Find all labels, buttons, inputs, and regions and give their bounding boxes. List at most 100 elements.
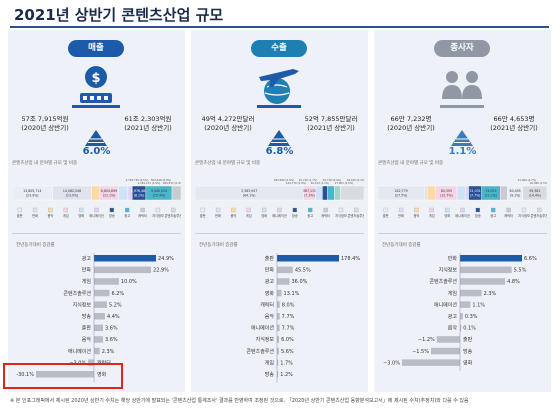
legend-label: 게임 [246, 213, 252, 218]
footnote: ※ 본 인포그래픽에서 제시된 2020년 상반기 수치는 해당 상반기에 발표… [10, 398, 469, 404]
workers-header: 종사자 [434, 40, 490, 57]
bar-category-label: 출판 [463, 336, 473, 343]
stack-segment-share: (11.1%) [103, 194, 116, 198]
bar-category-label: 애니메이션 [434, 301, 457, 308]
legend-label: 방송 [109, 213, 115, 218]
legend-label: 지식정보 [152, 213, 164, 218]
legend-label: 영화 [78, 213, 84, 218]
legend-label: 만화 [32, 213, 38, 218]
bar [460, 255, 522, 262]
bar [277, 336, 280, 343]
bar-value-label: −1.2% [418, 337, 435, 343]
stack-segment [171, 185, 181, 201]
bar-value-label: 10.0% [121, 279, 137, 285]
sales-panel: 매출 $ 57조 7,915억원 (2020년 상반기) 61조 2,303억원… [8, 30, 185, 392]
sales-header: 매출 [68, 40, 124, 57]
bar-value-label: 5.5% [514, 268, 527, 274]
stack-segment [424, 185, 428, 201]
legend-swatch [521, 207, 527, 213]
bar [277, 266, 293, 274]
legend-label: 지식정보 [335, 213, 347, 218]
stack-segment-value: 387,115 [303, 189, 316, 193]
bar-value-label: 6.2% [111, 291, 124, 297]
legend-swatch [398, 207, 404, 213]
bar-category-label: 애니메이션 [68, 348, 91, 355]
stack-callout: 2,748,739 (4.5%) [126, 178, 149, 182]
workers-chart-caption: 전년동기대비 증감률 [382, 243, 421, 248]
stack-segment-share: (7.7%) [470, 194, 481, 198]
bar [277, 278, 290, 285]
stack-segment-value: 84,393 [441, 189, 452, 193]
bar-category-label: 만화 [265, 267, 275, 274]
bar-value-label: 45.5% [295, 268, 311, 274]
legend-swatch [200, 207, 205, 213]
legend-label: 출판 [200, 213, 206, 218]
legend-label: 애니메이션 [272, 213, 287, 218]
legend-swatch [63, 207, 68, 213]
bar-value-label: 8.0% [282, 302, 295, 308]
bar-category-label: 영화 [97, 371, 107, 378]
workers-stacked-bar: 182,779(27.5%) 84,393(12.7%) 51,031(7.7%) 7… [378, 178, 547, 201]
workers-legend: 출판 만화 음악 게임 영화 애니메이션 방송 광고 캐릭터 지식정보 콘텐츠솔루션 [383, 207, 547, 218]
legend-swatch [109, 207, 115, 213]
legend-label: 만화 [398, 213, 404, 218]
bar-value-label: 1.2% [280, 372, 293, 378]
bar [94, 278, 119, 285]
stack-segment-value: 60,455 [510, 189, 521, 193]
bar [94, 289, 110, 297]
growth-triangle-icon [85, 130, 107, 146]
stack-segment [327, 185, 335, 201]
bar [94, 301, 107, 308]
exports-header: 수출 [251, 40, 307, 57]
legend-swatch [475, 207, 481, 213]
bar [402, 359, 460, 366]
workers-growth: 1.1% [448, 146, 477, 157]
stack-segment-value: 13,805,714 [23, 189, 41, 193]
exports-separator [195, 233, 364, 234]
legend-swatch [323, 207, 328, 213]
stack-callout: 91,720 (1.7%) [299, 178, 318, 182]
bar-value-label: 5.6% [281, 349, 294, 355]
stack-segment [322, 185, 328, 201]
legend-swatch [383, 207, 388, 213]
bar [94, 255, 156, 262]
bar [94, 336, 103, 343]
stack-callout: 262,537 (0.4%) [163, 181, 181, 185]
stack-segment [91, 185, 100, 201]
exports-legend: 출판 만화 음악 게임 영화 애니메이션 방송 광고 캐릭터 지식정보 콘텐츠솔루션 [200, 207, 364, 218]
legend-label: 캐릭터 [138, 213, 147, 218]
bar [460, 301, 471, 308]
bar [94, 324, 103, 332]
stack-segment-value: 14,082,548 [63, 189, 81, 193]
stack-callout: 16,389 (2.5%) [530, 181, 547, 185]
stack-callout: 1,181,131 (1.9%) [138, 181, 161, 185]
bar-category-label: 콘텐츠솔루션 [63, 290, 91, 297]
growth-triangle-icon [451, 130, 473, 146]
bar [277, 301, 280, 308]
legend-swatch [460, 207, 465, 213]
bar-category-label: 영화 [463, 359, 473, 366]
workers-separator [378, 233, 547, 234]
stack-callout: 18,440 (0.3%) [347, 178, 364, 182]
legend-label: 방송 [475, 213, 481, 218]
stack-segment-value: 6,804,899 [101, 189, 117, 193]
bar [277, 289, 282, 297]
stack-segment-share: (9.1%) [510, 194, 521, 198]
legend-label: 출판 [17, 213, 23, 218]
bar-category-label: 방송 [463, 348, 473, 355]
legend-label: 캐릭터 [321, 213, 330, 218]
bar [88, 359, 94, 366]
legend-swatch [94, 207, 99, 213]
legend-swatch [444, 207, 450, 213]
bar-value-label: 2.3% [484, 291, 497, 297]
bar [277, 347, 279, 355]
legend-label: 캐릭터 [504, 213, 513, 218]
legend-label: 음악 [413, 213, 419, 218]
bar-value-label: 7.7% [282, 314, 295, 320]
sales-stacked-bar: 13,805,714(23.9%) 14,082,548(23.0%) 6,804,… [12, 178, 181, 201]
legend-label: 애니메이션 [89, 213, 104, 218]
bar-value-label: 6.6% [524, 256, 537, 262]
legend-label: 게임 [429, 213, 435, 218]
exports-stack-caption: 콘텐츠산업 내 분야별 규모 및 비중 [195, 161, 261, 166]
stack-segment-share: (8.1%) [134, 194, 145, 198]
